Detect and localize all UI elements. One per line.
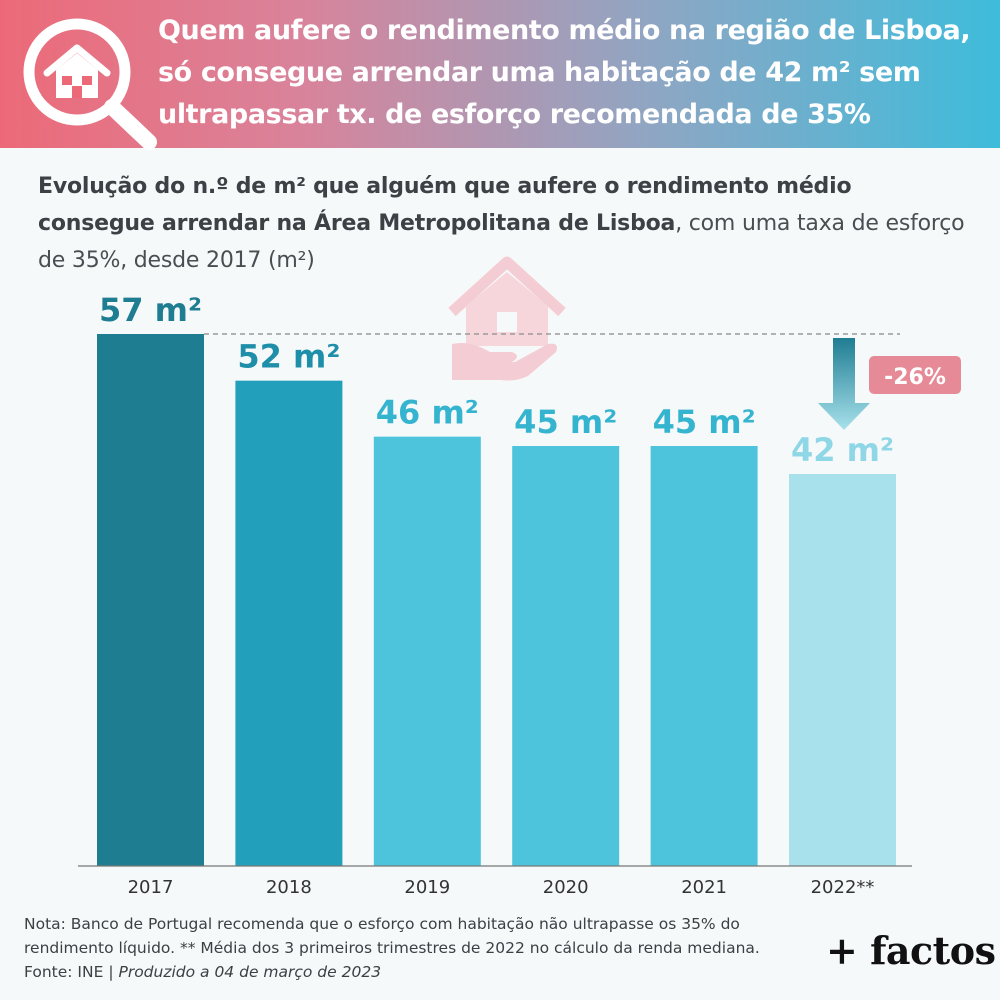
produced-date: Produzido a 04 de março de 2023 bbox=[118, 963, 382, 981]
bar-2022 bbox=[789, 474, 896, 866]
down-arrow-icon bbox=[818, 338, 870, 430]
footnote: Nota: Banco de Portugal recomenda que o … bbox=[24, 912, 824, 984]
value-label: 45 m² bbox=[653, 403, 756, 441]
bar-2017 bbox=[97, 334, 204, 866]
chart-subtitle: Evolução do n.º de m² que alguém que auf… bbox=[38, 168, 968, 279]
chart-subtitle-bold: Evolução do n.º de m² que alguém que auf… bbox=[38, 174, 852, 236]
header-title: Quem aufere o rendimento médio na região… bbox=[158, 15, 971, 130]
source-text: Fonte: INE | bbox=[24, 963, 119, 981]
bar-2018 bbox=[235, 380, 343, 866]
chart-subtitle-rest: , com uma taxa de esforço de 35%, desde … bbox=[38, 211, 965, 273]
x-tick-label: 2018 bbox=[266, 877, 312, 898]
change-badge-label: -26% bbox=[884, 365, 946, 390]
house-magnifier-icon bbox=[23, 18, 157, 150]
footnote-text: Nota: Banco de Portugal recomenda que o … bbox=[24, 915, 760, 957]
x-tick-label: 2019 bbox=[404, 877, 450, 898]
house-in-hand-icon bbox=[448, 256, 566, 381]
x-tick-label: 2017 bbox=[128, 877, 174, 898]
x-tick-label: 2021 bbox=[681, 877, 727, 898]
bar-2020 bbox=[512, 446, 620, 866]
bar-2021 bbox=[650, 446, 758, 866]
x-tick-label: 2020 bbox=[543, 877, 589, 898]
bar-2019 bbox=[373, 436, 481, 866]
x-tick-label: 2022** bbox=[811, 877, 875, 898]
value-label: 42 m² bbox=[791, 431, 894, 469]
value-label: 52 m² bbox=[237, 338, 340, 376]
change-badge: -26% bbox=[869, 356, 961, 394]
value-label: 57 m² bbox=[99, 291, 202, 329]
value-label: 46 m² bbox=[376, 394, 479, 432]
brand-logo: + factos bbox=[826, 928, 996, 973]
header-banner: Quem aufere o rendimento médio na região… bbox=[0, 0, 1000, 150]
value-label: 45 m² bbox=[514, 403, 617, 441]
